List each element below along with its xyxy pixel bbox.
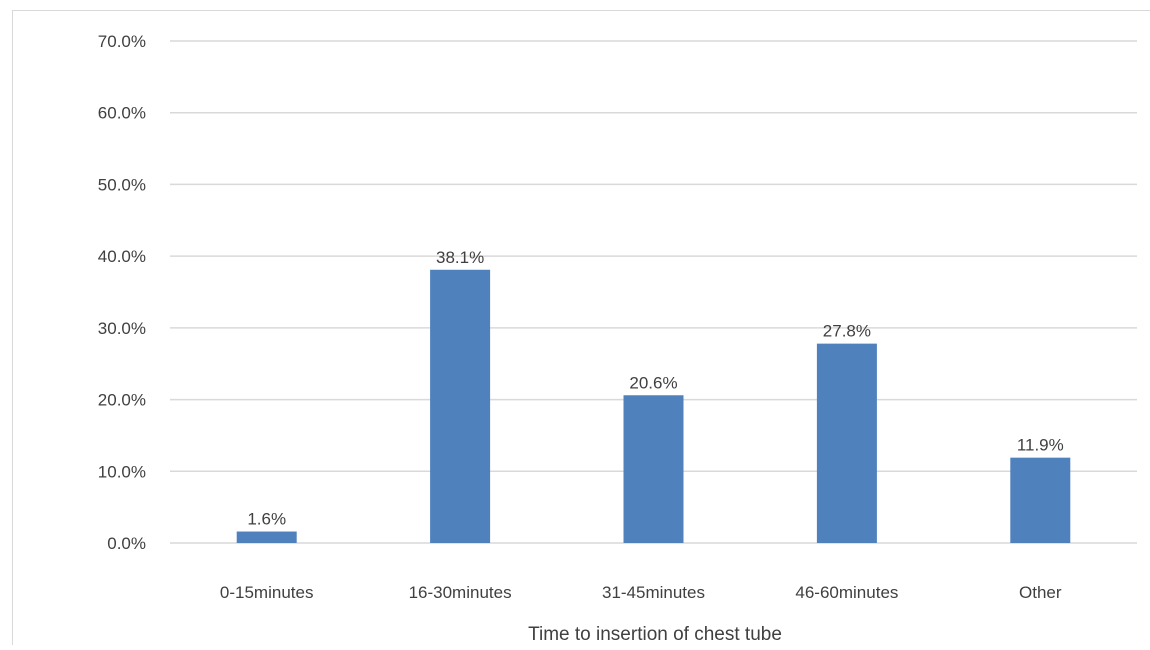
y-tick-label: 60.0%: [98, 104, 146, 123]
y-tick-label: 70.0%: [98, 32, 146, 51]
data-label: 20.6%: [629, 373, 677, 392]
y-tick-label: 10.0%: [98, 462, 146, 481]
data-label: 11.9%: [1017, 436, 1064, 455]
bar: [430, 269, 491, 543]
y-tick-label: 0.0%: [107, 534, 146, 553]
x-tick-label: 31-45minutes: [602, 583, 705, 602]
y-tick-label: 20.0%: [98, 391, 146, 410]
bar: [623, 395, 684, 543]
x-tick-label: Other: [1019, 583, 1062, 602]
bars: [236, 269, 1071, 543]
y-tick-label: 40.0%: [98, 247, 146, 266]
x-axis-ticks: 0-15minutes 16-30minutes 31-45minutes 46-60…: [220, 583, 1062, 602]
x-axis-title: Time to insertion of chest tube: [528, 624, 782, 645]
bar: [236, 531, 297, 543]
chart-frame-left: [12, 10, 13, 645]
y-tick-label: 50.0%: [98, 175, 146, 194]
data-label: 27.8%: [823, 322, 871, 341]
y-tick-label: 30.0%: [98, 319, 146, 338]
data-label: 38.1%: [436, 248, 484, 267]
data-label: 1.6%: [247, 510, 286, 529]
x-tick-label: 0-15minutes: [220, 583, 314, 602]
x-tick-label: 16-30minutes: [409, 583, 512, 602]
bar: [816, 343, 877, 543]
y-axis-ticks: 0.0% 10.0% 20.0% 30.0% 40.0% 50.0% 60.0% 70.0%: [98, 32, 146, 553]
x-tick-label: 46-60minutes: [795, 583, 898, 602]
data-labels: 1.6% 38.1% 20.6% 27.8% 11.9%: [247, 248, 1063, 529]
chart-frame-top: [12, 10, 1150, 11]
bar: [1010, 457, 1071, 543]
